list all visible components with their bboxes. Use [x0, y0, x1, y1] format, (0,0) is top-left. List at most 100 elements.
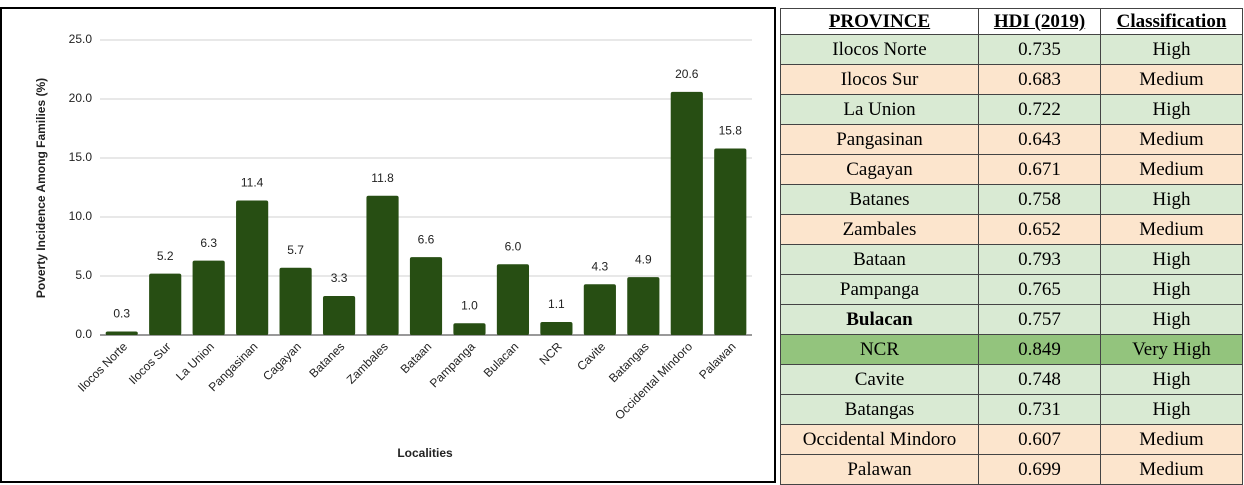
bar — [192, 260, 225, 335]
table-cell: 0.671 — [978, 154, 1101, 185]
header-cell: Classification — [1100, 8, 1243, 35]
data-label: 4.9 — [635, 252, 652, 266]
bar — [670, 91, 703, 335]
bar — [453, 323, 486, 335]
table-row: Ilocos Sur 0.683 Medium — [780, 64, 1243, 95]
table-cell: Bataan — [780, 244, 979, 275]
table-cell: 0.748 — [978, 364, 1101, 395]
table-row: Zambales 0.652 Medium — [780, 214, 1243, 245]
table-cell: High — [1100, 34, 1243, 65]
y-axis-title: Poverty Incidence Among Families (%) — [34, 78, 48, 298]
table-cell: 0.722 — [978, 94, 1101, 125]
table-cell: 0.607 — [978, 424, 1101, 455]
table-cell: 0.735 — [978, 34, 1101, 65]
data-label: 1.0 — [461, 298, 478, 312]
data-label: 20.6 — [675, 67, 699, 81]
table-cell: 0.699 — [978, 454, 1101, 485]
bar — [366, 195, 399, 335]
bar — [322, 296, 356, 335]
table-cell: High — [1100, 364, 1243, 395]
table-cell: Medium — [1100, 424, 1243, 455]
table-cell: High — [1100, 184, 1243, 215]
table-cell: Palawan — [780, 454, 979, 485]
bar — [627, 277, 660, 335]
table-cell: La Union — [780, 94, 979, 125]
table-cell: 0.757 — [978, 304, 1101, 335]
table-cell: Medium — [1100, 124, 1243, 155]
table-cell: Pangasinan — [780, 124, 979, 155]
table-cell: 0.765 — [978, 274, 1101, 305]
table-cell: High — [1100, 304, 1243, 335]
table-cell: 0.643 — [978, 124, 1101, 155]
table-cell: 0.731 — [978, 394, 1101, 425]
bar — [540, 322, 573, 335]
table-cell: High — [1100, 394, 1243, 425]
y-tick-label: 10.0 — [69, 209, 93, 223]
y-tick-label: 5.0 — [75, 268, 92, 282]
table-cell: Cavite — [780, 364, 979, 395]
table-cell: Medium — [1100, 154, 1243, 185]
chart: Localities Poverty Incidence Among Famil… — [0, 7, 776, 483]
table-cell: Medium — [1100, 64, 1243, 95]
table-row: Pangasinan 0.643 Medium — [780, 124, 1243, 155]
table-cell: Cagayan — [780, 154, 979, 185]
table-cell: NCR — [780, 334, 979, 365]
table-cell: 0.849 — [978, 334, 1101, 365]
bar — [496, 264, 530, 335]
table-cell: Ilocos Norte — [780, 34, 979, 65]
table-row: NCR 0.849 Very High — [780, 334, 1243, 365]
table-row: Cagayan 0.671 Medium — [780, 154, 1243, 185]
table-cell: Very High — [1100, 334, 1243, 365]
bar — [583, 284, 616, 335]
table-row: Bulacan 0.757 High — [780, 304, 1243, 335]
table-cell: Zambales — [780, 214, 979, 245]
table-row: Pampanga 0.765 High — [780, 274, 1243, 305]
table-cell: Bulacan — [780, 304, 979, 335]
table-cell: 0.758 — [978, 184, 1101, 215]
bar — [714, 148, 747, 335]
data-label: 6.6 — [418, 232, 435, 246]
data-label: 6.3 — [200, 236, 217, 250]
x-axis-title: Localities — [397, 446, 453, 460]
table-cell: High — [1100, 274, 1243, 305]
bar — [409, 257, 443, 335]
table-cell: 0.793 — [978, 244, 1101, 275]
data-label: 11.8 — [371, 171, 394, 185]
table-cell: 0.683 — [978, 64, 1101, 95]
data-label: 6.0 — [505, 239, 522, 253]
table-row: La Union 0.722 High — [780, 94, 1243, 125]
table-row: Batangas 0.731 High — [780, 394, 1243, 425]
bar — [149, 273, 182, 335]
y-tick-label: 20.0 — [69, 91, 93, 105]
y-tick-label: 25.0 — [69, 32, 93, 46]
hdi-table: PROVINCE HDI (2019) Classification Ilocos N… — [780, 8, 1243, 485]
table-cell: Batanes — [780, 184, 979, 215]
data-label: 11.4 — [241, 176, 264, 190]
table-cell: High — [1100, 94, 1243, 125]
table-row: Palawan 0.699 Medium — [780, 454, 1243, 485]
table-cell: High — [1100, 244, 1243, 275]
bar — [236, 200, 269, 335]
bar — [105, 331, 138, 335]
table-row: Cavite 0.748 High — [780, 364, 1243, 395]
data-label: 5.7 — [287, 243, 304, 257]
data-label: 5.2 — [157, 249, 174, 263]
table-cell: Pampanga — [780, 274, 979, 305]
header-row: PROVINCE HDI (2019) Classification — [780, 8, 1243, 35]
table-row: Batanes 0.758 High — [780, 184, 1243, 215]
table-cell: Medium — [1100, 214, 1243, 245]
table-cell: Medium — [1100, 454, 1243, 485]
data-label: 0.3 — [113, 307, 130, 321]
data-label: 1.1 — [548, 297, 565, 311]
table-row: Ilocos Norte 0.735 High — [780, 34, 1243, 65]
y-tick-label: 0.0 — [75, 327, 92, 341]
table-row: Occidental Mindoro 0.607 Medium — [780, 424, 1243, 455]
header-cell: PROVINCE — [780, 8, 979, 35]
table-cell: Batangas — [780, 394, 979, 425]
header-cell: HDI (2019) — [978, 8, 1101, 35]
table-row: Bataan 0.793 High — [780, 244, 1243, 275]
y-tick-label: 15.0 — [69, 150, 93, 164]
table-cell: Occidental Mindoro — [780, 424, 979, 455]
table-cell: 0.652 — [978, 214, 1101, 245]
data-label: 4.3 — [592, 259, 609, 273]
